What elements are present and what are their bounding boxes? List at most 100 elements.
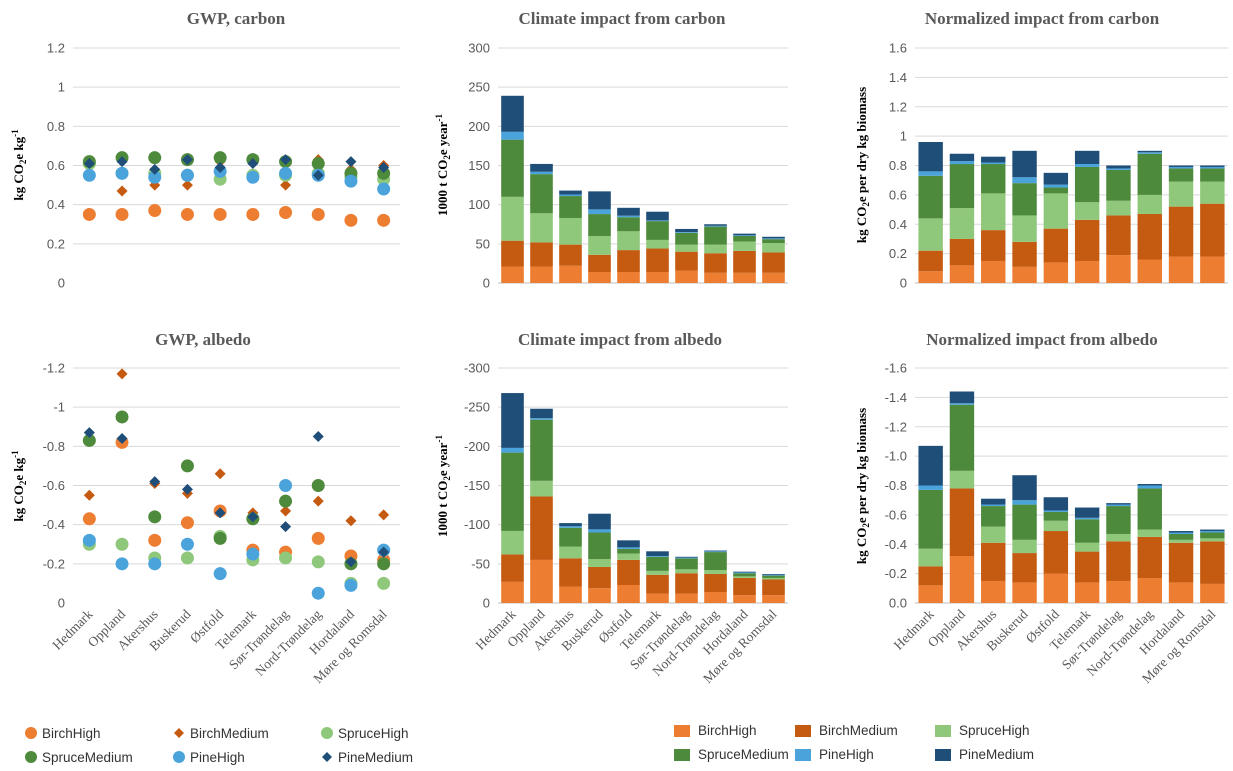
y-axis-label: 1000 t CO2e year-1	[434, 114, 452, 216]
bar-pinemedium-telemark	[646, 551, 669, 556]
bar-sprucemedium-s-r-tr-ndelag	[675, 558, 698, 570]
bar-birchhigh-m-re-og-romsdal	[762, 272, 785, 283]
y-tick-label: 0.8	[889, 158, 907, 173]
point-sprucemedium-m-re-og-romsdal	[377, 557, 391, 571]
bar-pinemedium-nord-tr-ndelag	[1137, 150, 1162, 153]
legend-label: PineMedium	[338, 750, 413, 765]
bar-birchhigh-nord-tr-ndelag	[704, 272, 727, 283]
bar-pinehigh-stfold	[617, 547, 640, 549]
bar-birchhigh-oppland	[530, 266, 553, 283]
bar-pinemedium-buskerud	[588, 191, 611, 210]
bar-sprucemedium-telemark	[1074, 166, 1100, 203]
bar-sprucehigh-hordaland	[1168, 539, 1194, 543]
bar-sprucehigh-s-r-tr-ndelag	[675, 569, 698, 574]
point-birchmedium-stfold	[214, 468, 226, 480]
bar-pinehigh-m-re-og-romsdal	[1200, 531, 1225, 533]
bar-pinemedium-akershus	[559, 190, 582, 195]
bar-pinehigh-telemark	[1074, 164, 1100, 167]
bar-sprucemedium-hordaland	[733, 236, 756, 242]
bar-birchmedium-nord-tr-ndelag	[1137, 213, 1162, 260]
bar-sprucemedium-s-r-tr-ndelag	[1106, 169, 1131, 201]
y-tick-label: 200	[468, 119, 490, 134]
point-pinemedium-telemark	[247, 511, 259, 523]
bar-sprucemedium-hedmark	[501, 139, 524, 197]
bar-pinemedium-hordaland	[733, 571, 756, 573]
bar-sprucemedium-stfold	[617, 548, 640, 554]
bar-sprucemedium-buskerud	[1012, 183, 1037, 216]
bar-sprucehigh-nord-tr-ndelag	[1137, 529, 1162, 537]
point-pinemedium-stfold	[214, 161, 226, 173]
bar-sprucemedium-telemark	[646, 556, 669, 571]
bar-pinemedium-telemark	[646, 211, 669, 221]
bar-pinemedium-hordaland	[733, 233, 756, 236]
bar-sprucehigh-buskerud	[1012, 215, 1037, 242]
point-sprucemedium-stfold	[213, 531, 227, 545]
bar-birchmedium-hordaland	[733, 577, 756, 596]
point-birchhigh-nord-tr-ndelag	[311, 207, 325, 221]
point-pinemedium-akershus	[149, 476, 161, 488]
point-birchhigh-stfold	[213, 207, 227, 221]
point-birchhigh-buskerud	[180, 516, 194, 530]
bar-pinemedium-oppland	[949, 153, 975, 162]
point-birchhigh-s-r-tr-ndelag	[279, 206, 293, 219]
y-tick-label: 0	[900, 276, 907, 291]
bar-birchmedium-nord-tr-ndelag	[704, 253, 727, 273]
bar-pinehigh-nord-tr-ndelag	[1137, 485, 1162, 489]
bar-sprucehigh-hedmark	[918, 548, 943, 567]
point-pinehigh-s-r-tr-ndelag	[279, 479, 293, 492]
bar-sprucemedium-oppland	[949, 404, 975, 471]
point-birchhigh-nord-tr-ndelag	[311, 531, 325, 545]
point-birchhigh-telemark	[246, 207, 260, 221]
legend-bar: BirchHigh BirchMedium SpruceHigh SpruceMedi…	[674, 723, 1034, 762]
legend-marker	[25, 727, 37, 739]
bar-pinehigh-hedmark	[918, 485, 943, 490]
bar-sprucemedium-akershus	[981, 164, 1006, 194]
bar-pinehigh-s-r-tr-ndelag	[1106, 168, 1131, 170]
y-tick-label: 0	[58, 596, 65, 611]
bar-pinehigh-m-re-og-romsdal	[762, 238, 785, 240]
bar-birchhigh-oppland	[530, 559, 553, 603]
y-tick-label: 1	[900, 129, 907, 144]
bar-birchmedium-m-re-og-romsdal	[762, 252, 785, 273]
chart-panel-climate-impact-from-carbon: 0 50 100 150 200 250 300 Climate impact from ca…	[434, 9, 788, 291]
bar-pinemedium-akershus	[981, 498, 1006, 505]
bar-birchmedium-stfold	[1043, 531, 1069, 574]
bar-pinehigh-oppland	[530, 171, 553, 175]
bar-sprucemedium-buskerud	[588, 532, 611, 560]
bar-sprucehigh-hordaland	[733, 576, 756, 578]
point-birchmedium-nord-tr-ndelag	[312, 495, 324, 507]
bar-sprucehigh-m-re-og-romsdal	[762, 577, 785, 580]
y-tick-label: -0.8	[885, 478, 907, 493]
point-birchhigh-m-re-og-romsdal	[377, 213, 391, 227]
bar-sprucehigh-telemark	[1074, 202, 1100, 220]
point-pinemedium-akershus	[149, 163, 161, 175]
y-tick-label: 0	[58, 276, 65, 291]
bar-birchmedium-hordaland	[1168, 206, 1194, 257]
point-pinemedium-hedmark	[83, 158, 95, 170]
legend-swatch	[674, 725, 690, 737]
bar-sprucemedium-akershus	[981, 506, 1006, 527]
y-tick-label: -150	[464, 478, 490, 493]
point-pinehigh-s-r-tr-ndelag	[279, 166, 293, 180]
chart-title: GWP, carbon	[187, 9, 286, 28]
point-pinehigh-m-re-og-romsdal	[377, 182, 391, 196]
legend-swatch	[674, 749, 690, 761]
bar-birchmedium-stfold	[617, 250, 640, 273]
bar-sprucehigh-hordaland	[1168, 181, 1194, 207]
y-tick-label: 0.8	[47, 119, 65, 134]
y-tick-label: -1.2	[885, 419, 907, 434]
bar-birchhigh-akershus	[559, 265, 582, 283]
bar-pinemedium-hordaland	[1168, 165, 1194, 167]
bar-birchmedium-hordaland	[1168, 542, 1194, 583]
bar-sprucehigh-nord-tr-ndelag	[1137, 194, 1162, 214]
y-tick-label: -0.6	[885, 507, 907, 522]
bar-birchmedium-hedmark	[501, 240, 524, 267]
legend-label: SpruceHigh	[959, 723, 1030, 738]
y-tick-label: -0.4	[43, 517, 65, 532]
bar-birchmedium-akershus	[981, 542, 1006, 581]
bar-sprucemedium-nord-tr-ndelag	[1137, 488, 1162, 530]
bar-pinemedium-hedmark	[501, 95, 524, 132]
bar-pinemedium-hedmark	[918, 445, 943, 486]
legend-marker	[321, 727, 333, 739]
bar-birchhigh-hordaland	[733, 595, 756, 603]
